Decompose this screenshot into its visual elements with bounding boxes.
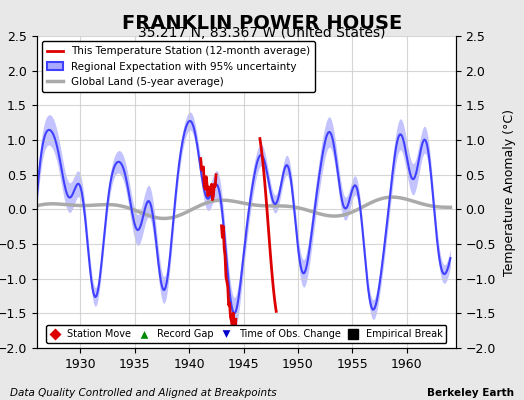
Legend: Station Move, Record Gap, Time of Obs. Change, Empirical Break: Station Move, Record Gap, Time of Obs. C… <box>46 325 446 343</box>
Text: Data Quality Controlled and Aligned at Breakpoints: Data Quality Controlled and Aligned at B… <box>10 388 277 398</box>
Y-axis label: Temperature Anomaly (°C): Temperature Anomaly (°C) <box>503 108 516 276</box>
Text: Berkeley Earth: Berkeley Earth <box>427 388 514 398</box>
Text: 35.217 N, 83.367 W (United States): 35.217 N, 83.367 W (United States) <box>138 26 386 40</box>
Text: FRANKLIN POWER HOUSE: FRANKLIN POWER HOUSE <box>122 14 402 33</box>
